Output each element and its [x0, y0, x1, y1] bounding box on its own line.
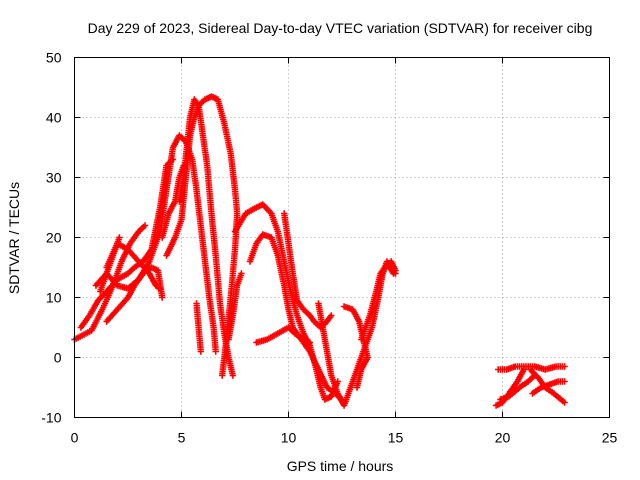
- y-axis-label: SDTVAR / TECUs: [6, 182, 22, 294]
- data-track: [176, 96, 237, 379]
- data-point: [197, 348, 204, 355]
- data-track: [193, 300, 204, 355]
- data-track: [377, 258, 399, 283]
- y-tick-label: 10: [46, 290, 62, 306]
- y-tick-label: 0: [54, 350, 62, 366]
- y-tick-label: 40: [46, 110, 62, 126]
- data-point: [141, 222, 149, 229]
- data-point: [392, 267, 399, 274]
- x-tick-label: 10: [281, 430, 297, 446]
- data-track: [225, 270, 245, 343]
- data-point: [561, 363, 568, 370]
- y-tick-labels: -10 0 10 20 30 40 50: [41, 50, 61, 426]
- data-point: [238, 270, 245, 277]
- y-tick-label: 50: [46, 50, 62, 66]
- data-point: [219, 372, 226, 379]
- data-track: [529, 378, 568, 397]
- x-tick-label: 5: [178, 430, 186, 446]
- data-point: [212, 348, 219, 355]
- x-tick-label: 20: [495, 430, 511, 446]
- x-tick-label: 0: [71, 430, 79, 446]
- data-point: [561, 399, 568, 406]
- data-point: [328, 312, 335, 319]
- x-tick-label: 25: [602, 430, 618, 446]
- data-track: [497, 372, 538, 403]
- data-track: [495, 363, 568, 373]
- y-tick-label: 20: [46, 230, 62, 246]
- data-point: [159, 294, 166, 301]
- grid-lines: [74, 57, 610, 418]
- data-track: [103, 264, 166, 325]
- data-point: [353, 384, 361, 391]
- data-point: [306, 339, 314, 346]
- data-track: [92, 132, 219, 355]
- axis-ticks: [74, 57, 610, 418]
- y-tick-label: -10: [41, 410, 61, 426]
- x-axis-label: GPS time / hours: [287, 458, 394, 474]
- chart-title: Day 229 of 2023, Sidereal Day-to-day VTE…: [88, 20, 593, 36]
- data-point: [561, 378, 568, 385]
- data-point: [520, 366, 528, 373]
- data-track: [253, 324, 314, 346]
- y-tick-label: 30: [46, 170, 62, 186]
- x-tick-labels: 0 5 10 15 20 25: [71, 430, 618, 446]
- x-tick-label: 15: [388, 430, 404, 446]
- data-point: [116, 234, 123, 241]
- data-points: [71, 93, 568, 409]
- data-point: [229, 372, 237, 379]
